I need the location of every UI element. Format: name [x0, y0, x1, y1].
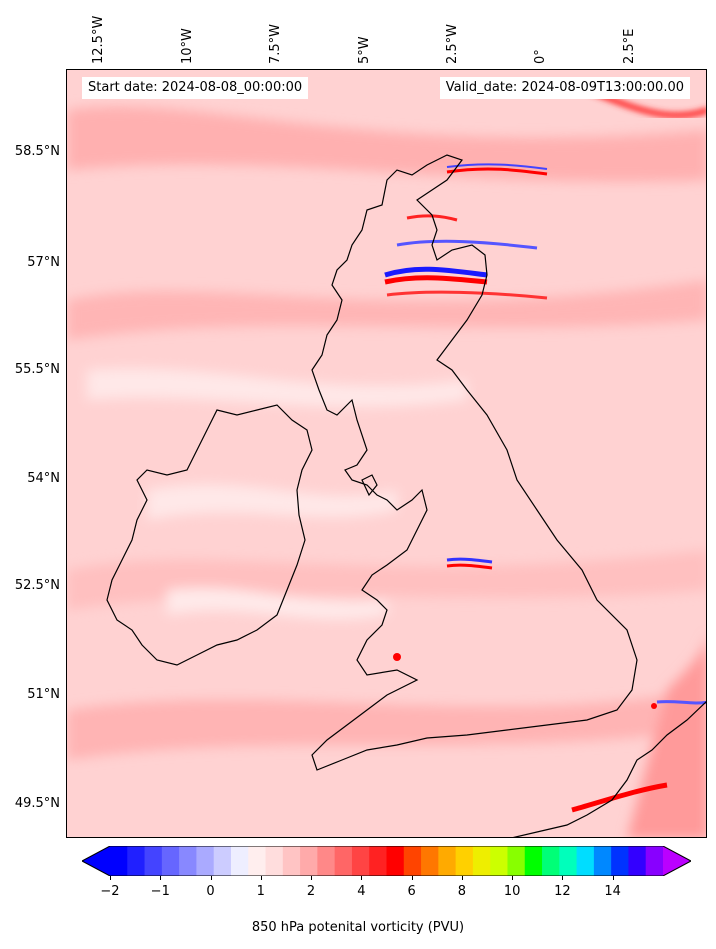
colorbar-bin [576, 846, 595, 876]
colorbar-bin [213, 846, 232, 876]
lat-label-58-5n: 58.5°N [14, 144, 60, 159]
colorbar-bin [144, 846, 163, 876]
lon-label-5w: 5°W [357, 36, 372, 64]
colorbar-tick-label: 14 [604, 884, 621, 899]
colorbar-tick-label: 0 [206, 884, 215, 899]
colorbar-tick-mark [411, 876, 413, 880]
colorbar-label: 850 hPa potenital vorticity (PVU) [251, 920, 465, 935]
colorbar-tick-label: 12 [554, 884, 571, 899]
colorbar-bin [507, 846, 526, 876]
pv-field-map [67, 70, 706, 837]
colorbar-bin [645, 846, 664, 876]
colorbar-tick-mark [562, 876, 564, 880]
lat-label-49-5n: 49.5°N [14, 796, 60, 811]
colorbar-tick-label: −1 [150, 884, 170, 899]
colorbar-bin [369, 846, 387, 876]
colorbar-bin [179, 846, 197, 876]
colorbar-bin [127, 846, 146, 876]
lon-label-7-5w: 7.5°W [268, 23, 283, 64]
colorbar-bin [386, 846, 405, 876]
colorbar-bin [317, 846, 336, 876]
colorbar-bin [611, 846, 629, 876]
colorbar-bin [161, 846, 180, 876]
lat-label-51n: 51°N [27, 687, 60, 702]
colorbar-bin [334, 846, 353, 876]
colorbar-tick-label: −2 [100, 884, 120, 899]
colorbar-under-arrow [82, 846, 110, 876]
colorbar-bin [455, 846, 474, 876]
lat-label-57n: 57°N [27, 255, 60, 270]
colorbar-over-arrow [663, 846, 691, 876]
colorbar-bin [490, 846, 508, 876]
colorbar-tick-label: 6 [407, 884, 416, 899]
lat-label-55-5n: 55.5°N [14, 362, 60, 377]
great-britain-coastline [311, 154, 638, 771]
colorbar-bin [593, 846, 612, 876]
colorbar-bin [196, 846, 215, 876]
colorbar-bin [230, 846, 249, 876]
colorbar-tick-mark [110, 876, 111, 880]
colorbar-tick-mark [461, 876, 463, 880]
colorbar-bin [472, 846, 491, 876]
lon-label-2-5w: 2.5°W [445, 23, 460, 64]
colorbar-tick-label: 10 [503, 884, 521, 899]
isle-of-man-coastline [361, 474, 378, 497]
colorbar-tick-mark [210, 876, 212, 880]
colorbar-tick-mark [612, 876, 614, 880]
lat-label-52-5n: 52.5°N [14, 578, 60, 593]
colorbar-bin [265, 846, 284, 876]
colorbar-tick-label: 4 [357, 884, 366, 899]
colorbar-tick-mark [361, 876, 363, 880]
colorbar-tick-mark [311, 876, 313, 880]
colorbar-bin [282, 846, 301, 876]
colorbar-tick-mark [260, 876, 262, 880]
colorbar-bin [559, 846, 578, 876]
colorbar-bin [300, 846, 318, 876]
france-coastline [512, 701, 706, 837]
colorbar-tick-mark [512, 876, 514, 880]
colorbar-bin [542, 846, 560, 876]
lon-label-2-5e: 2.5°E [622, 28, 637, 64]
colorbar-tick-label: 8 [457, 884, 466, 899]
valid-date-label: Valid_date: 2024-08-09T13:00:00.00 [439, 77, 690, 99]
colorbar-bin [403, 846, 422, 876]
colorbar-bin [628, 846, 647, 876]
coastlines [106, 154, 706, 837]
map-panel [66, 69, 707, 838]
lon-label-12-5w: 12.5°W [91, 15, 106, 64]
colorbar-tick-label: 1 [256, 884, 265, 899]
colorbar-bin [351, 846, 370, 876]
start-date-label: Start date: 2024-08-08_00:00:00 [82, 77, 309, 99]
colorbar-bin [110, 846, 128, 876]
colorbar-bin [248, 846, 267, 876]
lon-label-10w: 10°W [180, 28, 195, 64]
colorbar-bin [438, 846, 457, 876]
ireland-coastline [106, 404, 313, 666]
colorbar-bin [524, 846, 543, 876]
colorbar [82, 846, 691, 876]
colorbar-bin [421, 846, 439, 876]
colorbar-tick-mark [160, 876, 162, 880]
lat-label-54n: 54°N [27, 471, 60, 486]
lon-label-0: 0° [533, 49, 548, 64]
colorbar-tick-label: 2 [306, 884, 316, 899]
